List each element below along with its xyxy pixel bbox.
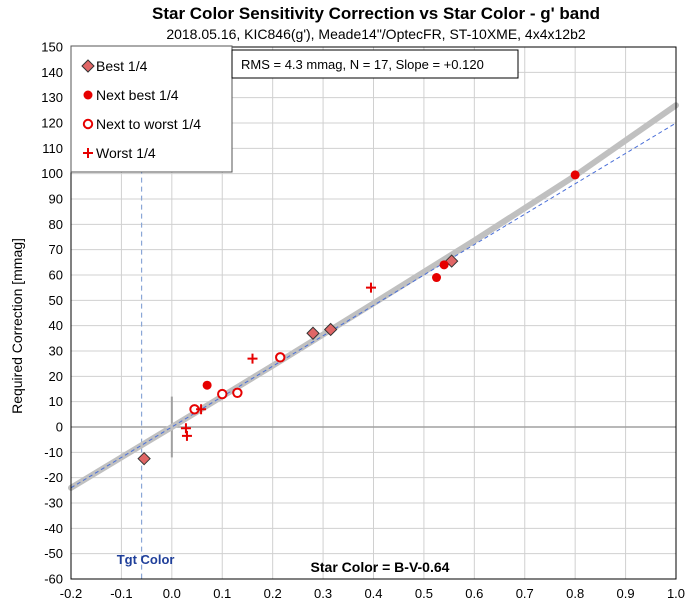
- x-tick-label: 0.3: [314, 586, 332, 601]
- y-axis-label: Required Correction [mmag]: [9, 238, 25, 414]
- x-tick-label: 0.6: [465, 586, 483, 601]
- target-color-label: Tgt Color: [117, 552, 175, 567]
- y-tick-label: 110: [42, 141, 63, 156]
- y-tick-label: 150: [41, 40, 63, 55]
- x-tick-label: 0.5: [415, 586, 433, 601]
- y-tick-label: 20: [49, 369, 63, 384]
- legend-marker: [83, 148, 93, 158]
- data-point: [196, 404, 207, 415]
- legend-label: Best 1/4: [96, 58, 148, 74]
- data-point: [444, 254, 459, 268]
- data-point: [181, 430, 192, 441]
- data-point: [180, 423, 191, 434]
- data-point: [275, 352, 286, 363]
- y-tick-label: -20: [44, 470, 63, 485]
- y-tick-label: -60: [44, 572, 63, 587]
- x-tick-label: 0.4: [364, 586, 382, 601]
- y-tick-label: 70: [49, 242, 63, 257]
- legend-marker: [83, 90, 93, 100]
- legend-box: [70, 45, 233, 173]
- plot-frame: [70, 46, 677, 580]
- y-tick-label: 40: [49, 318, 63, 333]
- x-tick-label: -0.2: [60, 586, 82, 601]
- x-tick-label: 0.2: [264, 586, 282, 601]
- data-point: [365, 282, 376, 293]
- stats-text: RMS = 4.3 mmag, N = 17, Slope = +0.120: [241, 57, 484, 72]
- data-point: [570, 170, 580, 180]
- y-tick-label: 60: [49, 268, 63, 283]
- axes: -0.2 -0.1 0.0 0.1 0.2 0.3 0.4 0.5 0.6 0.7 0.8 0.9 1.…: [41, 40, 685, 602]
- y-tick-label: 80: [49, 217, 63, 232]
- stats-box: RMS = 4.3 mmag, N = 17, Slope = +0.120: [231, 49, 519, 79]
- data-point: [202, 380, 212, 390]
- y-tick-label: 120: [41, 116, 63, 131]
- legend-marker: [82, 118, 94, 130]
- x-tick-label: 0.9: [617, 586, 635, 601]
- legend-label: Worst 1/4: [96, 145, 156, 161]
- y-tick-label: 50: [49, 293, 63, 308]
- data-point: [217, 388, 228, 400]
- y-tick-label: 90: [49, 192, 63, 207]
- linear-fit-line: [70, 122, 677, 489]
- y-tick-label: -40: [44, 521, 63, 536]
- x-axis-annotation: Star Color = B-V-0.64: [311, 559, 450, 575]
- data-point: [323, 322, 338, 337]
- chart-title: Star Color Sensitivity Correction vs Sta…: [152, 4, 600, 23]
- y-tick-label: -50: [44, 546, 63, 561]
- legend: Best 1/4 Next best 1/4 Next to worst 1/4 Wo…: [70, 45, 233, 173]
- y-tick-label: 140: [41, 65, 63, 80]
- y-tick-label: -10: [44, 445, 63, 460]
- x-tick-label: -0.1: [110, 586, 132, 601]
- x-tick-label: 0.0: [163, 586, 181, 601]
- x-tick-label: 0.7: [516, 586, 534, 601]
- data-point: [247, 353, 258, 364]
- data-point: [137, 451, 151, 466]
- y-tick-label: -30: [44, 496, 63, 511]
- data-point: [306, 326, 320, 340]
- data-point: [439, 260, 449, 270]
- data-point: [432, 273, 442, 283]
- y-tick-label: 30: [49, 344, 63, 359]
- y-tick-label: 100: [41, 166, 63, 181]
- x-tick-label: 0.8: [566, 586, 584, 601]
- legend-label: Next to worst 1/4: [96, 116, 201, 132]
- data-point: [232, 387, 243, 398]
- stats-box-frame: [231, 49, 519, 79]
- y-tick-label: 10: [49, 394, 63, 409]
- legend-label: Next best 1/4: [96, 87, 179, 103]
- chart-subtitle: 2018.05.16, KIC846(g'), Meade14"/OptecFR…: [166, 26, 586, 42]
- x-tick-label: 0.1: [213, 586, 231, 601]
- y-tick-label: 130: [41, 90, 63, 105]
- legend-marker: [81, 59, 95, 73]
- y-tick-label: 0: [56, 420, 63, 435]
- x-tick-label: 1.0: [667, 586, 685, 601]
- data-points: [137, 170, 580, 466]
